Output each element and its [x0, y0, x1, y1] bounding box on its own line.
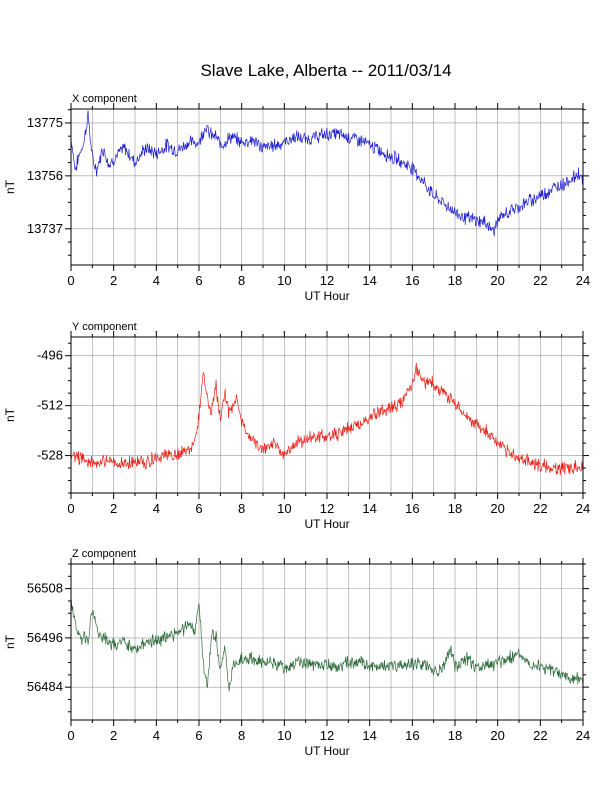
x-x-tick-label: 20: [490, 273, 504, 288]
y-x-tick-label: 18: [448, 501, 462, 516]
z-x-axis-label: UT Hour: [304, 744, 349, 758]
x-x-tick-label: 0: [67, 273, 74, 288]
x-y-tick-label: 13775: [27, 115, 63, 130]
y-x-tick-label: 10: [277, 501, 291, 516]
x-y-axis-label: nT: [3, 179, 17, 194]
y-x-tick-label: 2: [110, 501, 117, 516]
x-data-trace: [70, 110, 584, 237]
y-data-trace: [70, 362, 584, 476]
z-x-tick-label: 6: [195, 728, 202, 743]
y-x-tick-label: 16: [405, 501, 419, 516]
z-x-tick-label: 20: [490, 728, 504, 743]
z-x-tick-label: 12: [320, 728, 334, 743]
x-x-tick-label: 8: [238, 273, 245, 288]
z-x-tick-label: 18: [448, 728, 462, 743]
y-x-tick-label: 4: [153, 501, 160, 516]
figure-title: Slave Lake, Alberta -- 2011/03/14: [200, 61, 451, 80]
y-x-tick-label: 12: [320, 501, 334, 516]
z-x-tick-label: 10: [277, 728, 291, 743]
x-x-tick-label: 6: [195, 273, 202, 288]
z-x-tick-label: 24: [576, 728, 590, 743]
y-x-tick-label: 14: [362, 501, 376, 516]
z-x-tick-label: 14: [362, 728, 376, 743]
y-x-tick-label: 20: [490, 501, 504, 516]
z-x-tick-label: 0: [67, 728, 74, 743]
y-y-axis-label: nT: [3, 407, 17, 422]
z-x-tick-label: 16: [405, 728, 419, 743]
z-y-tick-label: 56496: [27, 630, 63, 645]
x-x-tick-label: 10: [277, 273, 291, 288]
x-x-tick-label: 24: [576, 273, 590, 288]
x-y-tick-label: 13756: [27, 168, 63, 183]
z-x-tick-label: 4: [153, 728, 160, 743]
z-x-tick-label: 22: [533, 728, 547, 743]
z-y-tick-label: 56508: [27, 581, 63, 596]
x-x-tick-label: 22: [533, 273, 547, 288]
y-y-tick-label: -496: [37, 348, 63, 363]
y-x-tick-label: 22: [533, 501, 547, 516]
x-x-tick-label: 12: [320, 273, 334, 288]
x-y-tick-label: 13737: [27, 221, 63, 236]
x-x-tick-label: 18: [448, 273, 462, 288]
z-x-tick-label: 2: [110, 728, 117, 743]
y-y-tick-label: -528: [37, 448, 63, 463]
x-x-tick-label: 2: [110, 273, 117, 288]
x-x-tick-label: 16: [405, 273, 419, 288]
z-y-axis-label: nT: [3, 634, 17, 649]
z-panel-title: Z component: [72, 548, 136, 560]
y-y-tick-label: -512: [37, 398, 63, 413]
x-x-tick-label: 14: [362, 273, 376, 288]
y-x-tick-label: 24: [576, 501, 590, 516]
x-panel-title: X component: [72, 93, 137, 105]
y-x-tick-label: 8: [238, 501, 245, 516]
z-y-tick-label: 56484: [27, 679, 63, 694]
x-x-axis-label: UT Hour: [304, 289, 349, 303]
x-x-tick-label: 4: [153, 273, 160, 288]
z-x-tick-label: 8: [238, 728, 245, 743]
y-x-axis-label: UT Hour: [304, 517, 349, 531]
y-x-tick-label: 0: [67, 501, 74, 516]
y-panel-title: Y component: [72, 321, 137, 333]
y-x-tick-label: 6: [195, 501, 202, 516]
z-data-trace: [70, 595, 584, 692]
